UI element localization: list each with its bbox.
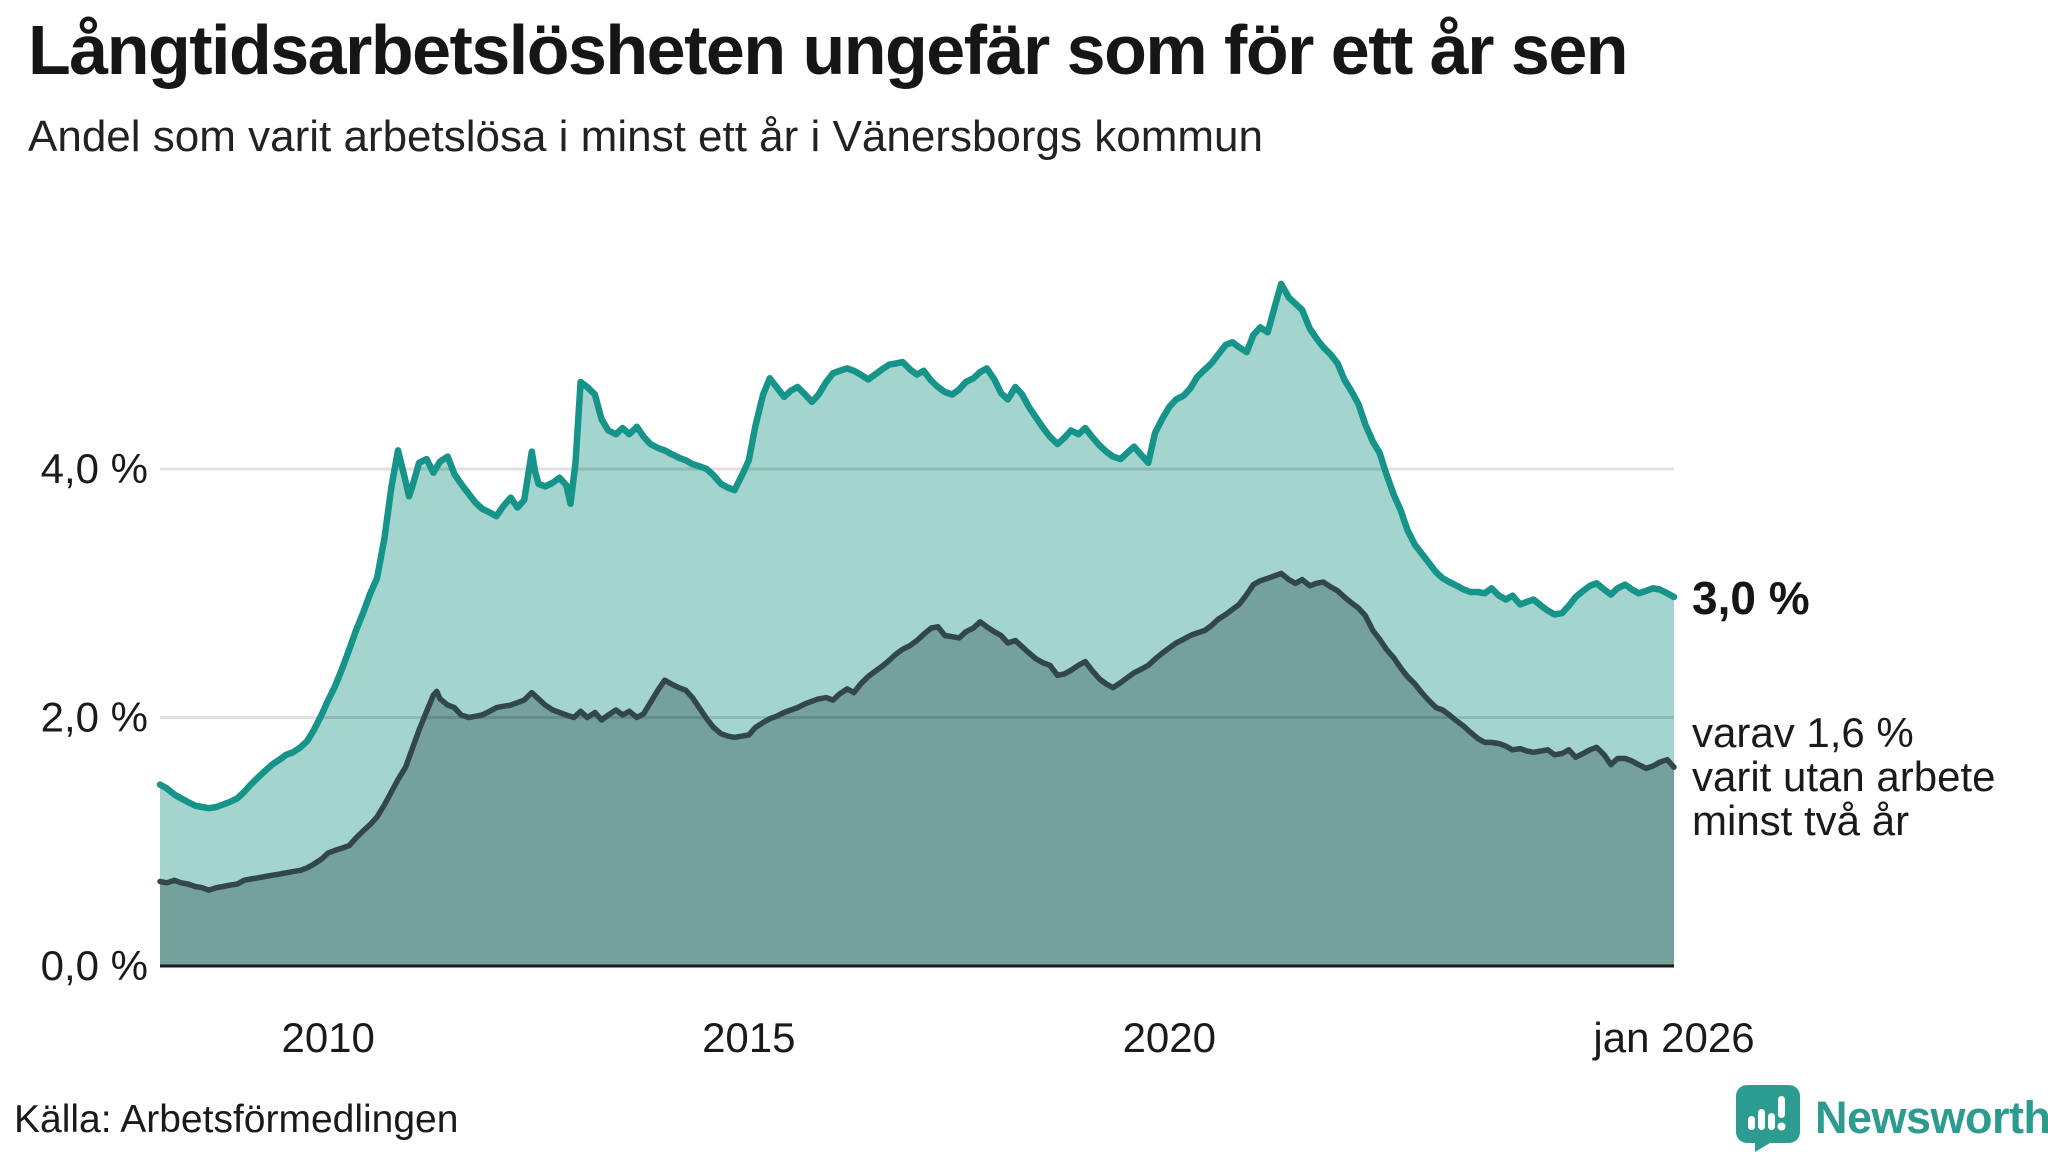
newsworthy-logo: Newsworthy — [1735, 1084, 2048, 1152]
series1-end-value-label: 3,0 % — [1692, 572, 1810, 624]
x-tick-label: 2020 — [1123, 1014, 1216, 1061]
chart-title: Långtidsarbetslösheten ungefär som för e… — [28, 11, 1629, 89]
chart-subtitle: Andel som varit arbetslösa i minst ett å… — [28, 112, 1263, 161]
series-1-line — [156, 280, 1678, 812]
series-2-line — [157, 570, 1677, 893]
y-tick-label: 4,0 % — [41, 445, 148, 492]
x-tick-label: 2015 — [702, 1014, 795, 1061]
annotation-line-3: minst två år — [1692, 797, 1910, 844]
annotation-line-1: varav 1,6 % — [1692, 709, 1914, 756]
x-tick-label: jan 2026 — [1591, 1014, 1754, 1061]
newsworthy-logo-text: Newsworthy — [1815, 1092, 2048, 1143]
y-tick-label: 0,0 % — [41, 942, 148, 989]
series-2-area — [160, 573, 1674, 966]
y-tick-label: 2,0 % — [41, 694, 148, 741]
annotation-line-2: varit utan arbete — [1692, 753, 1996, 800]
source-caption: Källa: Arbetsförmedlingen — [14, 1098, 459, 1141]
series2-end-annotation: varav 1,6 % varit utan arbete minst två … — [1692, 711, 1996, 843]
x-tick-label: 2010 — [281, 1014, 374, 1061]
newsworthy-logo-icon — [1736, 1085, 1800, 1152]
